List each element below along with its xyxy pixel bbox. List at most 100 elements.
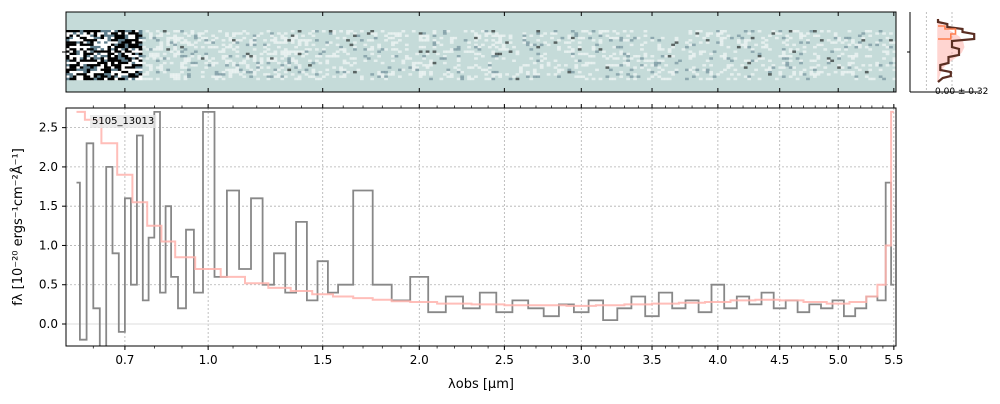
- heatmap-cell: [529, 34, 534, 38]
- heatmap-cell: [525, 70, 530, 74]
- heatmap-cell: [97, 48, 101, 51]
- heatmap-cell: [90, 68, 94, 72]
- heatmap-cell: [135, 45, 139, 49]
- heatmap-cell: [211, 34, 216, 38]
- heatmap-cell: [449, 48, 454, 51]
- heatmap-cell: [785, 55, 790, 58]
- heatmap-cell: [522, 34, 527, 38]
- heatmap-cell: [76, 73, 81, 76]
- heatmap-cell: [353, 45, 357, 49]
- heatmap-cell: [259, 61, 264, 65]
- heatmap-cell: [211, 39, 216, 42]
- heatmap-cell: [584, 77, 589, 81]
- heatmap-cell: [117, 64, 122, 67]
- heatmap-cell: [487, 61, 492, 65]
- heatmap-cell: [574, 66, 579, 69]
- heatmap-cell: [86, 57, 91, 60]
- x-tick-label: 5.5: [884, 353, 903, 367]
- heatmap-cell: [470, 30, 475, 33]
- heatmap-cell: [432, 32, 437, 35]
- heatmap-cell: [187, 43, 191, 47]
- heatmap-cell: [460, 75, 465, 78]
- heatmap-cell: [155, 39, 160, 42]
- heatmap-cell: [716, 41, 720, 44]
- heatmap-cell: [266, 73, 271, 76]
- heatmap-cell: [187, 68, 191, 72]
- heatmap-cell: [847, 43, 852, 47]
- heatmap-cell: [536, 39, 541, 42]
- heatmap-cell: [391, 70, 395, 74]
- heatmap-cell: [491, 34, 496, 38]
- heatmap-cell: [266, 59, 271, 63]
- heatmap-cell: [86, 45, 91, 49]
- heatmap-cell: [228, 70, 233, 74]
- heatmap-cell: [370, 30, 375, 33]
- y-tick-label: 2.0: [39, 160, 58, 174]
- heatmap-cell: [152, 48, 157, 51]
- heatmap-cell: [398, 68, 402, 72]
- heatmap-cell: [342, 48, 347, 51]
- heatmap-cell: [474, 43, 478, 47]
- heatmap-cell: [110, 68, 115, 72]
- heatmap-cell: [273, 75, 278, 78]
- heatmap-cell: [214, 61, 219, 65]
- heatmap-cell: [155, 66, 160, 69]
- heatmap-cell: [868, 30, 873, 33]
- heatmap-cell: [114, 57, 119, 60]
- heatmap-cell: [487, 64, 492, 67]
- heatmap-cell: [128, 34, 133, 38]
- heatmap-cell: [193, 64, 198, 67]
- heatmap-cell: [536, 73, 541, 76]
- heatmap-cell: [173, 43, 177, 47]
- heatmap-cell: [892, 59, 897, 63]
- x-tick-label: 0.7: [115, 353, 134, 367]
- heatmap-cell: [743, 30, 748, 33]
- heatmap-cell: [155, 59, 160, 63]
- heatmap-cell: [290, 50, 295, 53]
- heatmap-cell: [605, 34, 610, 38]
- heatmap-cell: [228, 68, 233, 72]
- heatmap-cell: [446, 68, 451, 72]
- heatmap-cell: [871, 77, 876, 81]
- heatmap-cell: [854, 52, 859, 56]
- heatmap-cell: [90, 75, 94, 78]
- heatmap-cell: [145, 73, 150, 76]
- heatmap-cell: [702, 36, 707, 40]
- heatmap-cell: [498, 36, 503, 40]
- heatmap-cell: [705, 41, 710, 44]
- heatmap-cell: [363, 43, 368, 47]
- heatmap-cell: [557, 68, 561, 72]
- heatmap-cell: [380, 30, 385, 33]
- heatmap-cell: [204, 61, 209, 65]
- heatmap-cell: [754, 59, 758, 63]
- heatmap-cell: [100, 59, 105, 63]
- heatmap-cell: [629, 39, 634, 42]
- heatmap-cell: [508, 41, 513, 44]
- heatmap-cell: [86, 70, 91, 74]
- heatmap-cell: [474, 32, 478, 35]
- heatmap-cell: [294, 45, 299, 49]
- heatmap-cell: [66, 36, 70, 40]
- heatmap-cell: [193, 36, 198, 40]
- heatmap-cell: [667, 77, 672, 81]
- heatmap-cell: [290, 36, 295, 40]
- heatmap-cell: [470, 50, 475, 53]
- heatmap-cell: [768, 73, 772, 76]
- heatmap-cell: [159, 57, 164, 60]
- heatmap-cell: [477, 66, 482, 69]
- heatmap-cell: [757, 55, 762, 58]
- heatmap-cell: [481, 68, 485, 72]
- heatmap-cell: [238, 32, 243, 35]
- heatmap-cell: [813, 73, 817, 76]
- heatmap-cell: [294, 36, 299, 40]
- heatmap-cell: [138, 61, 143, 65]
- heatmap-cell: [418, 50, 423, 53]
- heatmap-cell: [342, 68, 347, 72]
- heatmap-cell: [86, 34, 91, 38]
- heatmap-cell: [768, 66, 772, 69]
- heatmap-cell: [121, 32, 126, 35]
- heatmap-cell: [847, 55, 852, 58]
- heatmap-cell: [889, 39, 893, 42]
- heatmap-cell: [297, 64, 302, 67]
- heatmap-cell: [795, 30, 800, 33]
